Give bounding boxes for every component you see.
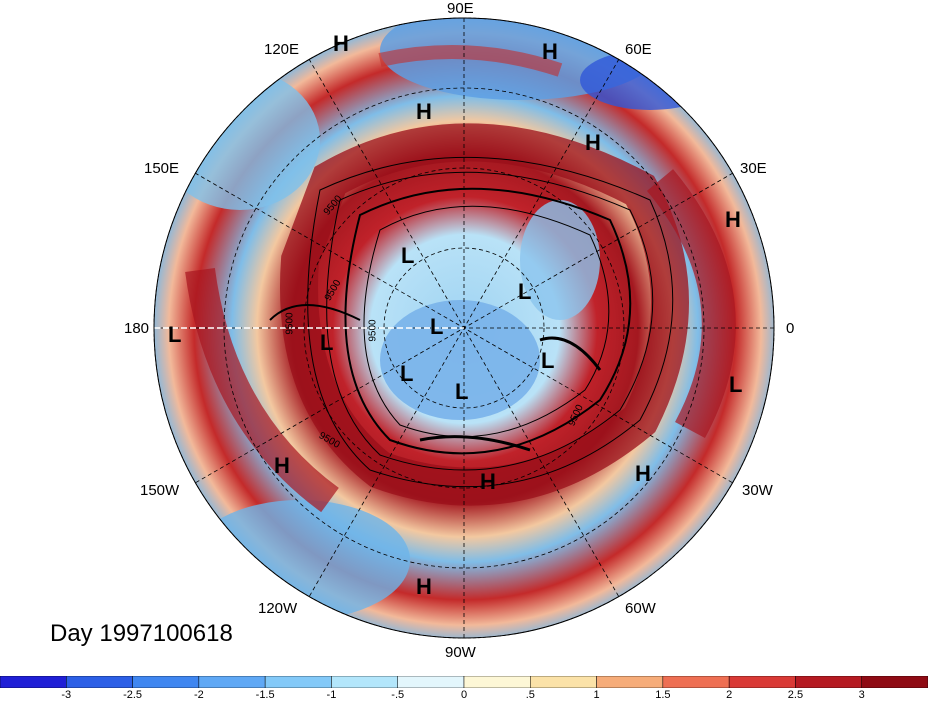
lon-label: 90E — [447, 0, 474, 17]
high-pressure-marker: H — [725, 207, 741, 232]
lon-label: 60W — [625, 600, 656, 617]
colorbar-swatch — [795, 676, 862, 688]
lon-label: 150W — [140, 482, 180, 499]
colorbar-swatch — [662, 676, 730, 688]
colorbar-swatch — [530, 676, 597, 688]
low-pressure-marker: L — [168, 322, 182, 347]
high-pressure-marker: H — [635, 461, 651, 486]
lon-label: 120W — [258, 600, 298, 617]
low-pressure-marker: L — [401, 243, 415, 268]
low-pressure-marker: L — [430, 314, 444, 339]
lon-label: 0 — [786, 320, 795, 337]
low-pressure-marker: L — [518, 279, 532, 304]
high-pressure-marker: H — [274, 453, 290, 478]
colorbar-swatch — [728, 676, 796, 688]
colorbar-tick-label: -2 — [193, 689, 204, 701]
low-pressure-marker: L — [320, 330, 334, 355]
colorbar-tick-label: 1 — [593, 689, 600, 701]
colorbar-swatch — [264, 676, 332, 688]
low-pressure-marker: L — [541, 348, 555, 373]
lon-label: 30W — [742, 482, 773, 499]
lon-label: 60E — [625, 41, 652, 58]
height-contours — [269, 156, 674, 488]
high-pressure-marker: H — [333, 31, 349, 56]
high-pressure-marker: H — [542, 39, 558, 64]
high-pressure-marker: H — [416, 574, 432, 599]
colorbar-swatch — [132, 676, 200, 688]
colorbar-tick-label: 2.5 — [787, 689, 804, 701]
colorbar-tick-label: -2.5 — [123, 689, 143, 701]
colorbar-swatch — [596, 676, 664, 688]
colorbar-tick-label: -.5 — [391, 689, 405, 701]
lon-label: 150E — [144, 160, 180, 177]
map-boundary — [153, 17, 775, 639]
colorbar-swatch — [66, 676, 133, 688]
colorbar-tick-label: -3 — [61, 689, 72, 701]
colorbar-swatch — [331, 676, 398, 688]
lon-label: 90W — [445, 644, 476, 661]
contour-label: 9500 — [367, 319, 379, 342]
colorbar-tick-label: 0 — [460, 689, 468, 701]
contour-label: 9500 — [284, 312, 296, 335]
lon-label: 30E — [740, 160, 767, 177]
colorbar-swatch — [861, 676, 928, 688]
colorbar-swatch — [198, 676, 266, 688]
high-pressure-marker: H — [480, 469, 496, 494]
colorbar-swatch — [463, 676, 531, 688]
colorbar-tick-label: 3 — [858, 689, 865, 701]
low-pressure-marker: L — [729, 372, 743, 397]
colorbar-tick-label: .5 — [525, 689, 535, 701]
high-pressure-marker: H — [416, 99, 432, 124]
lon-label: 120E — [264, 41, 300, 58]
polar-map — [153, 17, 775, 639]
low-pressure-marker: L — [400, 361, 414, 386]
colorbar-tick-label: 2 — [726, 689, 733, 701]
colorbar-swatch — [0, 676, 67, 688]
colorbar-tick-label: -1 — [326, 689, 337, 701]
date-label: Day 1997100618 — [50, 620, 233, 647]
colorbar-tick-label: -1.5 — [255, 689, 275, 701]
colorbar — [0, 676, 928, 688]
low-pressure-marker: L — [455, 379, 469, 404]
colorbar-tick-label: 1.5 — [655, 689, 671, 701]
lon-label: 180 — [124, 320, 150, 337]
high-pressure-marker: H — [585, 130, 601, 155]
colorbar-swatch — [397, 676, 465, 688]
